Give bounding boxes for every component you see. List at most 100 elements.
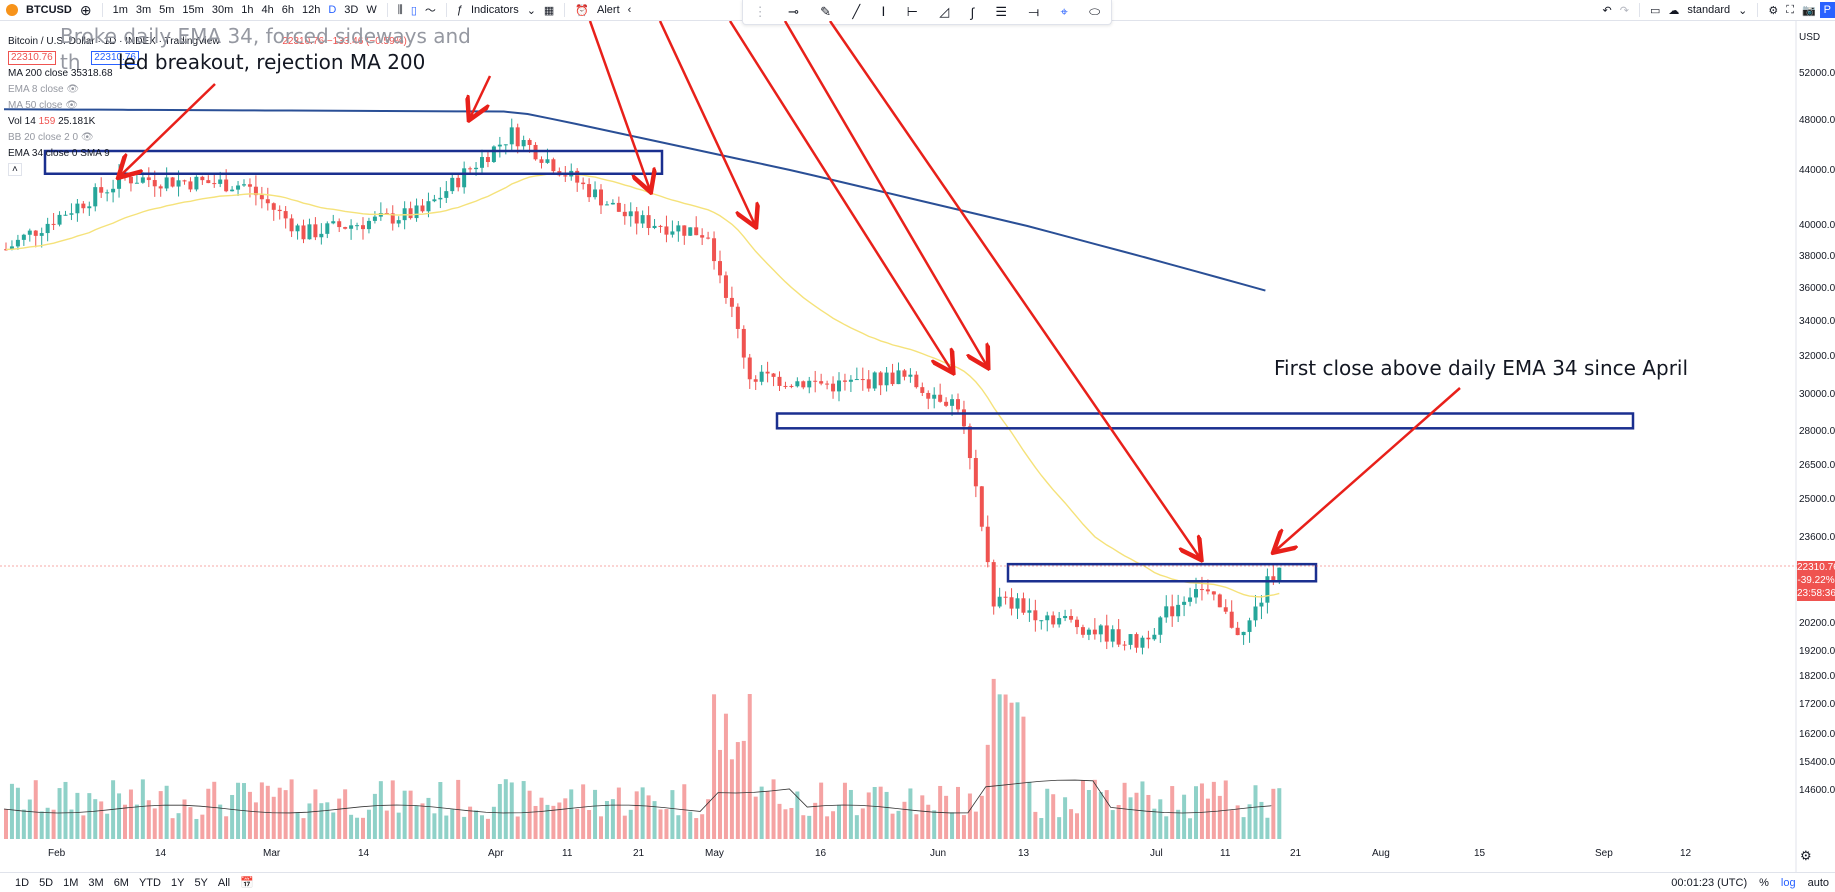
auto-toggle[interactable]: auto bbox=[1807, 876, 1829, 889]
range-YTD[interactable]: YTD bbox=[138, 876, 161, 889]
legend-ma50[interactable]: MA 50 close 👁 bbox=[8, 98, 407, 114]
eye-hidden-icon[interactable]: 👁 bbox=[65, 100, 78, 111]
legend-collapse-icon[interactable]: ˄ bbox=[8, 162, 407, 178]
drag-handle-icon[interactable]: ⋮ bbox=[753, 4, 767, 19]
camera-icon[interactable]: 📷 bbox=[1801, 4, 1816, 17]
legend-vol[interactable]: Vol 14 159 25.181K bbox=[8, 114, 407, 130]
volume-bar bbox=[712, 694, 717, 839]
annotation-right-note[interactable]: First close above daily EMA 34 since Apr… bbox=[1274, 356, 1689, 380]
last-price-value: 22310.76 bbox=[1797, 562, 1835, 573]
percent-toggle[interactable]: % bbox=[1759, 876, 1769, 889]
range-1D[interactable]: 1D bbox=[15, 876, 30, 889]
candle-body bbox=[694, 227, 699, 236]
volume-bar bbox=[152, 808, 157, 839]
log-toggle[interactable]: log bbox=[1780, 876, 1796, 889]
candle-body bbox=[21, 234, 26, 240]
volume-bar bbox=[878, 786, 883, 839]
volume-bar bbox=[950, 812, 955, 839]
symbol-search-button[interactable]: BTCUSD bbox=[26, 4, 72, 16]
settings-gear-icon[interactable]: ⚙ bbox=[1768, 4, 1779, 17]
candle-body bbox=[206, 180, 211, 184]
horizontal-line-icon[interactable]: ⊸ bbox=[787, 4, 799, 19]
fullscreen-icon[interactable]: ⛶ bbox=[1786, 3, 1794, 16]
pitchfork-icon[interactable]: ⊢ bbox=[906, 4, 918, 19]
text-tool-icon[interactable]: Ⅰ bbox=[881, 4, 886, 19]
fib-icon[interactable]: ☰ bbox=[995, 4, 1008, 19]
utc-clock[interactable]: 00:01:23 (UTC) bbox=[1671, 876, 1748, 889]
timeframe-12h[interactable]: 12h bbox=[301, 4, 321, 16]
legend-ma200[interactable]: MA 200 close 35318.68 bbox=[8, 68, 113, 79]
brush-icon[interactable]: ✎ bbox=[820, 4, 832, 19]
eraser-icon[interactable]: ⬭ bbox=[1089, 4, 1101, 19]
eye-hidden-icon[interactable]: 👁 bbox=[80, 132, 94, 143]
candle-body bbox=[462, 168, 467, 188]
candle-body bbox=[384, 213, 389, 215]
curve-icon[interactable]: ∫ bbox=[970, 4, 975, 20]
add-symbol-icon[interactable]: ⊕ bbox=[79, 1, 92, 18]
annotation-text-faded[interactable]: Broke daily EMA 34, forced sideways and bbox=[60, 24, 471, 48]
timeframe-5m[interactable]: 5m bbox=[159, 4, 175, 16]
eye-hidden-icon[interactable]: 👁 bbox=[66, 84, 80, 95]
indicators-icon[interactable]: ƒ bbox=[456, 4, 463, 16]
volume-bar bbox=[426, 797, 431, 839]
axis-settings-gear-icon[interactable]: ⚙ bbox=[1800, 848, 1812, 863]
legend-ema34[interactable]: EMA 34 close 0 SMA 9 bbox=[8, 148, 110, 159]
range-1Y[interactable]: 1Y bbox=[170, 876, 185, 889]
indicators-button[interactable]: Indicators bbox=[471, 4, 519, 16]
timeframe-3D[interactable]: 3D bbox=[344, 4, 359, 16]
candle-body bbox=[961, 409, 966, 427]
legend-bb[interactable]: BB 20 close 2 0 👁 bbox=[8, 130, 407, 146]
last-price-badge: 22310.76 -39.22% 23:58:36 bbox=[1797, 561, 1835, 601]
timeframe-6h[interactable]: 6h bbox=[281, 4, 294, 16]
timeframe-1h[interactable]: 1h bbox=[241, 4, 254, 16]
candle-body bbox=[759, 371, 764, 382]
cloud-icon[interactable]: ☁ bbox=[1668, 4, 1680, 17]
annotation-text-lead[interactable]: th bbox=[60, 50, 81, 74]
price-axis-currency[interactable]: USD bbox=[1799, 32, 1821, 43]
layout-select[interactable]: standard bbox=[1687, 4, 1731, 16]
timeframe-30m[interactable]: 30m bbox=[211, 4, 234, 16]
legend-ema8[interactable]: EMA 8 close 👁 bbox=[8, 82, 407, 98]
volume-bar bbox=[402, 790, 407, 839]
volume-bar bbox=[301, 818, 306, 839]
volume-bar bbox=[753, 796, 758, 839]
range-3M[interactable]: 3M bbox=[88, 876, 104, 889]
range-All[interactable]: All bbox=[217, 876, 231, 889]
candle-body bbox=[93, 187, 98, 207]
crosshair-icon[interactable]: ⌖ bbox=[1060, 4, 1068, 19]
layout-icon[interactable]: ▭ bbox=[1649, 4, 1661, 17]
range-5D[interactable]: 5D bbox=[39, 876, 54, 889]
ray-icon[interactable]: ⟞ bbox=[1028, 4, 1040, 19]
timeframe-W[interactable]: W bbox=[366, 4, 377, 16]
alert-icon[interactable]: ⏰ bbox=[575, 4, 590, 17]
triangle-icon[interactable]: ◿ bbox=[939, 4, 950, 19]
timeframe-15m[interactable]: 15m bbox=[182, 4, 204, 16]
publish-button[interactable]: P bbox=[1819, 2, 1835, 18]
candle-body bbox=[914, 374, 919, 388]
range-6M[interactable]: 6M bbox=[113, 876, 129, 889]
templates-icon[interactable]: ▦ bbox=[543, 4, 555, 17]
volume-bar bbox=[521, 781, 526, 839]
chevron-down-icon[interactable]: ⌄ bbox=[526, 4, 536, 17]
chevron-left-icon[interactable]: ‹ bbox=[627, 4, 632, 16]
time-tick-label: 14 bbox=[358, 848, 370, 859]
goto-date-icon[interactable]: 📅 bbox=[240, 877, 254, 889]
timeframe-1m[interactable]: 1m bbox=[112, 4, 128, 16]
annotation-text-main[interactable]: led breakout, rejection MA 200 bbox=[118, 50, 426, 74]
bar-style-icon[interactable]: ⫼ bbox=[397, 3, 403, 16]
timeframe-4h[interactable]: 4h bbox=[261, 4, 274, 16]
range-5Y[interactable]: 5Y bbox=[194, 876, 208, 889]
alert-button[interactable]: Alert bbox=[597, 4, 620, 16]
line-style-icon[interactable]: 〜 bbox=[424, 5, 436, 17]
candle-style-icon[interactable]: ▯ bbox=[410, 4, 417, 17]
chevron-down-icon[interactable]: ⌄ bbox=[1738, 4, 1748, 17]
price-chart[interactable] bbox=[0, 21, 1835, 872]
annotation-arrow bbox=[120, 83, 216, 176]
redo-icon[interactable]: ↷ bbox=[1619, 4, 1629, 17]
trend-line-icon[interactable]: ╱ bbox=[852, 4, 861, 19]
timeframe-D[interactable]: D bbox=[328, 4, 337, 16]
candle-body bbox=[474, 167, 479, 170]
timeframe-3m[interactable]: 3m bbox=[135, 4, 152, 16]
range-1M[interactable]: 1M bbox=[63, 876, 79, 889]
undo-icon[interactable]: ↶ bbox=[1602, 4, 1612, 17]
